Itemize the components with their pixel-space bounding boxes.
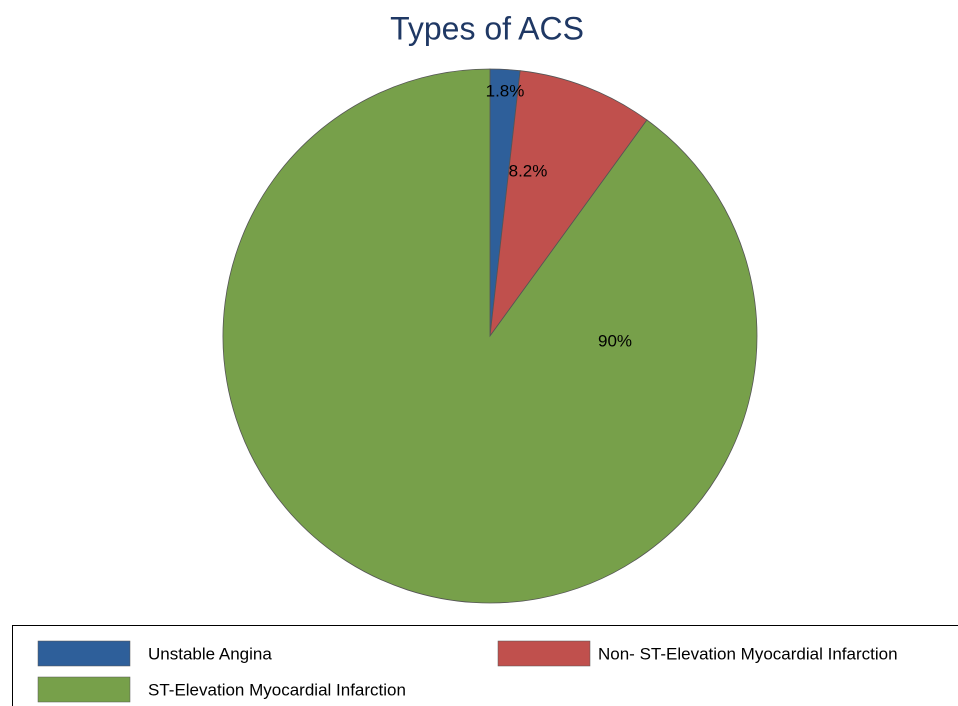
legend-swatch bbox=[37, 676, 131, 703]
pie-slice bbox=[222, 68, 758, 604]
pie-slice bbox=[489, 70, 648, 338]
chart-title: Types of ACS bbox=[390, 10, 584, 46]
legend-label: Non- ST-Elevation Myocardial Infarction bbox=[598, 644, 898, 663]
data-label: 8.2% bbox=[509, 161, 548, 180]
legend-box bbox=[12, 625, 958, 706]
data-label: 90% bbox=[598, 331, 632, 350]
legend-label: ST-Elevation Myocardial Infarction bbox=[148, 680, 406, 699]
legend-label: Unstable Angina bbox=[148, 644, 272, 663]
data-label: 1.8% bbox=[486, 81, 525, 100]
legend-swatch bbox=[37, 640, 131, 667]
legend-swatch bbox=[497, 640, 591, 667]
